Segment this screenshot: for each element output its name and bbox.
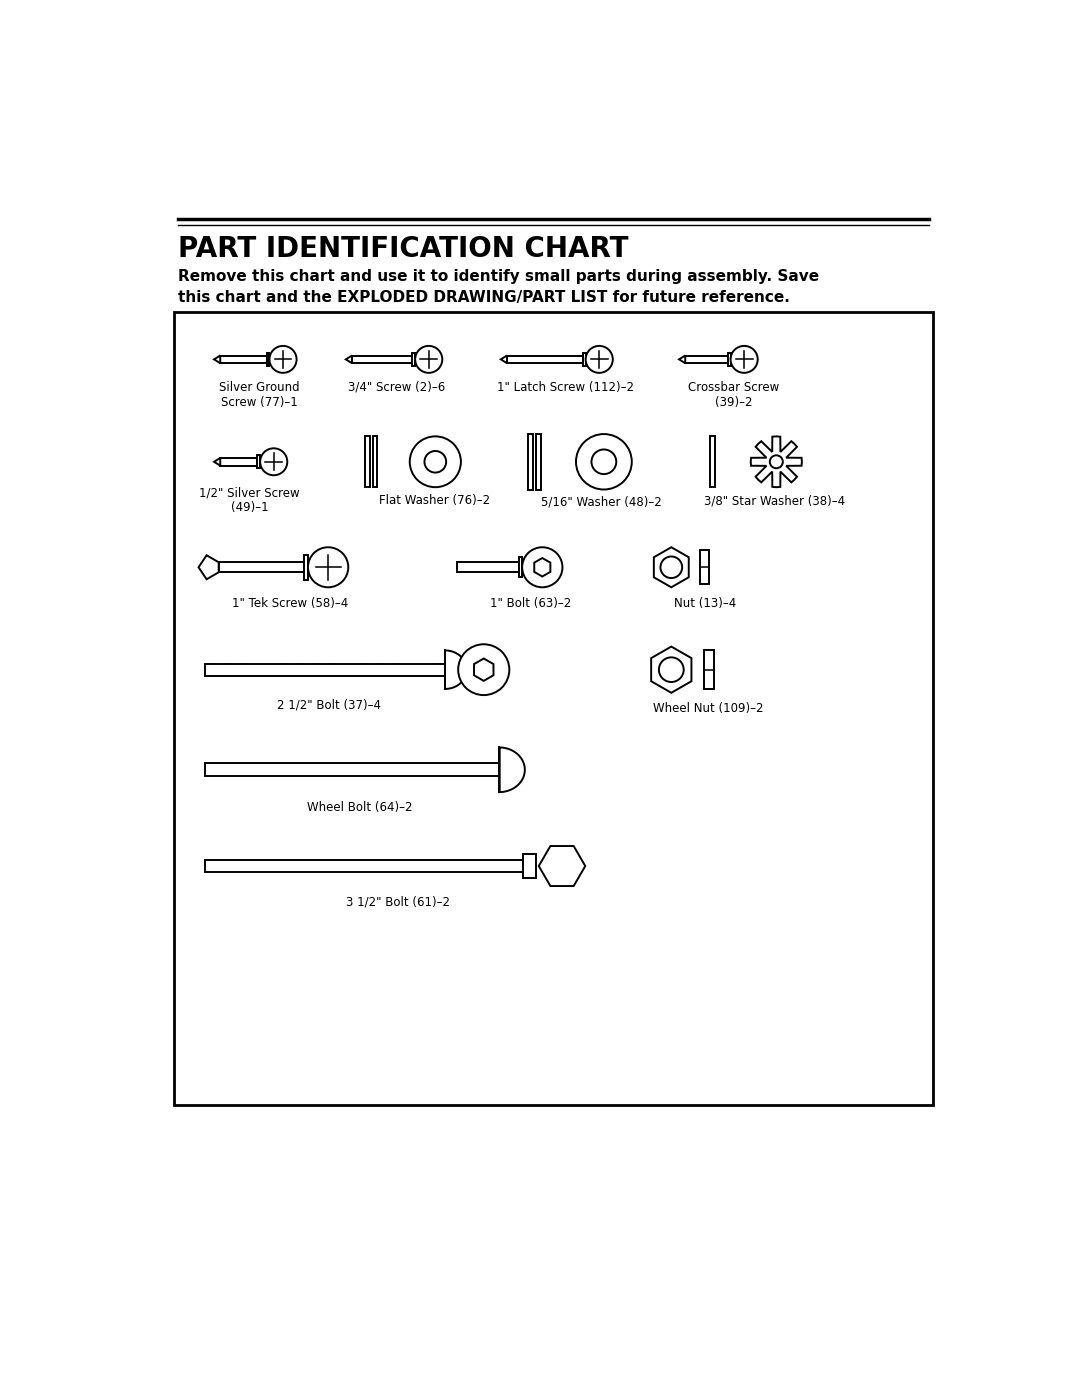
Bar bbox=[518, 557, 522, 577]
Circle shape bbox=[409, 436, 461, 488]
Text: Crossbar Screw
(39)–2: Crossbar Screw (39)–2 bbox=[688, 381, 779, 409]
Bar bbox=[457, 562, 518, 573]
Bar bbox=[220, 458, 257, 465]
Circle shape bbox=[730, 346, 758, 373]
Text: Wheel Bolt (64)–2: Wheel Bolt (64)–2 bbox=[307, 800, 413, 813]
Polygon shape bbox=[214, 355, 220, 363]
Circle shape bbox=[576, 434, 632, 489]
Bar bbox=[685, 355, 728, 363]
Bar bbox=[220, 458, 257, 465]
Bar bbox=[704, 650, 714, 689]
Bar bbox=[205, 763, 499, 777]
Bar bbox=[352, 355, 413, 363]
Circle shape bbox=[458, 644, 510, 696]
Bar bbox=[523, 854, 537, 879]
Bar bbox=[267, 353, 270, 366]
Bar bbox=[536, 434, 541, 489]
Bar bbox=[365, 436, 370, 488]
Bar bbox=[457, 562, 518, 573]
Text: 5/16" Washer (48)–2: 5/16" Washer (48)–2 bbox=[541, 496, 662, 509]
Text: 3/4" Screw (2)–6: 3/4" Screw (2)–6 bbox=[349, 381, 446, 394]
Bar bbox=[174, 312, 933, 1105]
Bar bbox=[220, 355, 267, 363]
Bar bbox=[205, 763, 499, 777]
Bar bbox=[413, 353, 415, 366]
Bar bbox=[303, 555, 308, 580]
Text: Flat Washer (76)–2: Flat Washer (76)–2 bbox=[379, 495, 490, 507]
Bar bbox=[528, 434, 532, 489]
Bar bbox=[507, 355, 583, 363]
Text: PART IDENTIFICATION CHART: PART IDENTIFICATION CHART bbox=[177, 235, 629, 263]
Circle shape bbox=[585, 346, 612, 373]
Bar bbox=[352, 355, 413, 363]
Text: 2 1/2" Bolt (37)–4: 2 1/2" Bolt (37)–4 bbox=[276, 698, 381, 712]
Circle shape bbox=[659, 658, 684, 682]
Circle shape bbox=[424, 451, 446, 472]
Text: 1" Bolt (63)–2: 1" Bolt (63)–2 bbox=[489, 597, 571, 609]
Polygon shape bbox=[199, 555, 218, 580]
Text: Silver Ground
Screw (77)–1: Silver Ground Screw (77)–1 bbox=[218, 381, 299, 409]
Polygon shape bbox=[474, 658, 494, 680]
Polygon shape bbox=[499, 747, 525, 792]
Polygon shape bbox=[651, 647, 691, 693]
Bar bbox=[728, 353, 730, 366]
Circle shape bbox=[270, 346, 297, 373]
Text: Remove this chart and use it to identify small parts during assembly. Save: Remove this chart and use it to identify… bbox=[177, 270, 819, 284]
Polygon shape bbox=[653, 548, 689, 587]
Text: 3/8" Star Washer (38)–4: 3/8" Star Washer (38)–4 bbox=[704, 495, 845, 507]
Polygon shape bbox=[679, 355, 685, 363]
Bar bbox=[583, 353, 585, 366]
Circle shape bbox=[661, 556, 683, 578]
Bar bbox=[710, 436, 715, 488]
Bar bbox=[205, 861, 300, 872]
Bar bbox=[220, 355, 267, 363]
Circle shape bbox=[522, 548, 563, 587]
Polygon shape bbox=[501, 355, 507, 363]
Bar bbox=[685, 355, 728, 363]
Text: 1" Tek Screw (58)–4: 1" Tek Screw (58)–4 bbox=[232, 597, 348, 609]
Bar bbox=[700, 550, 708, 584]
Circle shape bbox=[308, 548, 348, 587]
Circle shape bbox=[260, 448, 287, 475]
Text: 1" Latch Screw (112)–2: 1" Latch Screw (112)–2 bbox=[497, 381, 634, 394]
Bar bbox=[205, 664, 445, 676]
Polygon shape bbox=[445, 651, 467, 689]
Polygon shape bbox=[751, 436, 801, 488]
Text: Nut (13)–4: Nut (13)–4 bbox=[674, 597, 735, 609]
Polygon shape bbox=[539, 847, 585, 886]
Polygon shape bbox=[535, 557, 551, 577]
Text: 3 1/2" Bolt (61)–2: 3 1/2" Bolt (61)–2 bbox=[347, 895, 450, 908]
Bar bbox=[507, 355, 583, 363]
Bar bbox=[218, 562, 303, 573]
Text: this chart and the EXPLODED DRAWING/PART LIST for future reference.: this chart and the EXPLODED DRAWING/PART… bbox=[177, 291, 789, 305]
Bar bbox=[373, 436, 377, 488]
Bar bbox=[218, 562, 303, 573]
Text: 1/2" Silver Screw
(49)–1: 1/2" Silver Screw (49)–1 bbox=[200, 486, 300, 514]
Circle shape bbox=[770, 455, 783, 468]
Bar bbox=[205, 861, 523, 872]
Bar bbox=[257, 455, 260, 468]
Polygon shape bbox=[214, 458, 220, 465]
Bar bbox=[205, 664, 445, 676]
Polygon shape bbox=[346, 355, 352, 363]
Text: Wheel Nut (109)–2: Wheel Nut (109)–2 bbox=[653, 703, 764, 715]
Circle shape bbox=[592, 450, 617, 474]
Circle shape bbox=[415, 346, 443, 373]
